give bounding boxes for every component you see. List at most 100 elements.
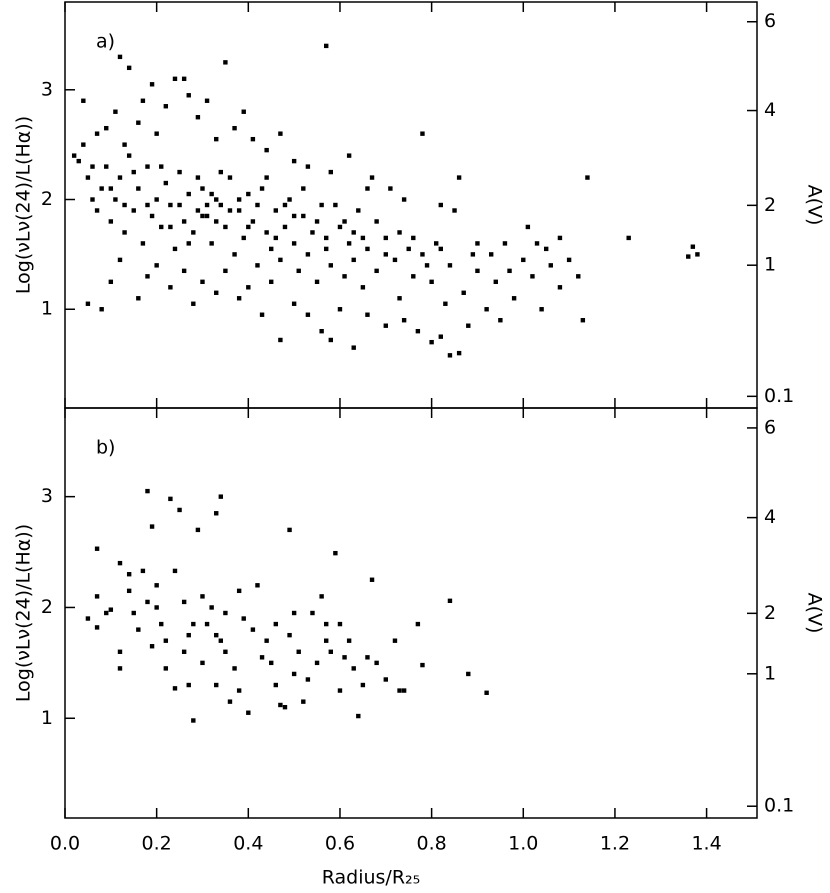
point (140, 241, 146, 246)
point (232, 666, 237, 671)
point (543, 246, 549, 252)
point (401, 688, 407, 693)
point (186, 191, 191, 197)
point (117, 175, 123, 180)
point (172, 76, 178, 82)
point (314, 219, 320, 224)
point (149, 524, 155, 529)
point (168, 285, 173, 290)
point (507, 268, 512, 274)
point (305, 677, 311, 682)
point (351, 257, 356, 263)
point (191, 230, 196, 235)
point (438, 202, 443, 208)
point (117, 649, 123, 654)
y2-tick-label: 1 (764, 662, 776, 684)
point (195, 175, 201, 180)
y2-tick-label: 2 (764, 602, 776, 624)
point (365, 312, 370, 317)
point (246, 710, 251, 715)
point (104, 164, 109, 169)
point (236, 588, 242, 594)
point (328, 649, 334, 654)
point (90, 197, 95, 202)
point (342, 274, 347, 279)
point (333, 550, 338, 556)
point (301, 213, 306, 219)
point (360, 235, 366, 241)
point (328, 169, 334, 175)
point (236, 688, 242, 693)
point (204, 202, 210, 208)
point (548, 263, 553, 268)
point (415, 328, 421, 334)
point (149, 82, 155, 87)
point (154, 605, 159, 610)
point (324, 43, 329, 49)
point (301, 699, 306, 704)
point (236, 296, 242, 301)
point (94, 625, 100, 630)
point (557, 235, 563, 241)
point (136, 120, 141, 125)
point (117, 257, 123, 263)
point (291, 301, 297, 306)
point (255, 202, 260, 208)
point (117, 54, 123, 60)
point (401, 318, 407, 323)
point (626, 235, 631, 241)
point (291, 158, 297, 164)
point (456, 350, 462, 356)
point (195, 208, 201, 213)
point (296, 649, 301, 654)
y2-tick-label: 0.1 (764, 795, 794, 817)
point (172, 246, 178, 252)
point (181, 599, 187, 605)
point (126, 65, 132, 71)
x-tick-label: 0.0 (50, 833, 80, 855)
point (434, 241, 439, 246)
point (90, 164, 95, 169)
plot-frame (64, 407, 758, 819)
point (145, 599, 150, 605)
y2-tick-label: 2 (764, 194, 776, 216)
point (177, 169, 182, 175)
point (223, 60, 228, 65)
point (159, 164, 164, 169)
y2-tick-label: 4 (764, 99, 776, 121)
point (530, 274, 535, 279)
point (346, 241, 352, 246)
point (488, 252, 494, 257)
point (154, 583, 159, 588)
point (401, 197, 407, 202)
point (181, 649, 187, 654)
point (365, 655, 370, 660)
point (319, 202, 324, 208)
point (319, 328, 324, 334)
point (259, 312, 265, 317)
point (191, 301, 196, 306)
point (351, 666, 356, 671)
point (246, 285, 251, 290)
point (291, 241, 297, 246)
point (383, 252, 388, 257)
point (250, 136, 256, 142)
point (369, 577, 375, 582)
point (104, 610, 109, 616)
point (122, 202, 127, 208)
point (324, 235, 329, 241)
point (122, 142, 127, 147)
y2-tick-label: 6 (764, 10, 776, 32)
point (85, 616, 91, 621)
point (104, 125, 109, 131)
point (154, 131, 159, 136)
point (85, 301, 91, 306)
point (232, 252, 237, 257)
point (273, 235, 279, 241)
point (159, 621, 164, 627)
point (200, 660, 205, 666)
point (690, 244, 696, 249)
point (470, 252, 476, 257)
point (218, 202, 224, 208)
point (424, 263, 430, 268)
